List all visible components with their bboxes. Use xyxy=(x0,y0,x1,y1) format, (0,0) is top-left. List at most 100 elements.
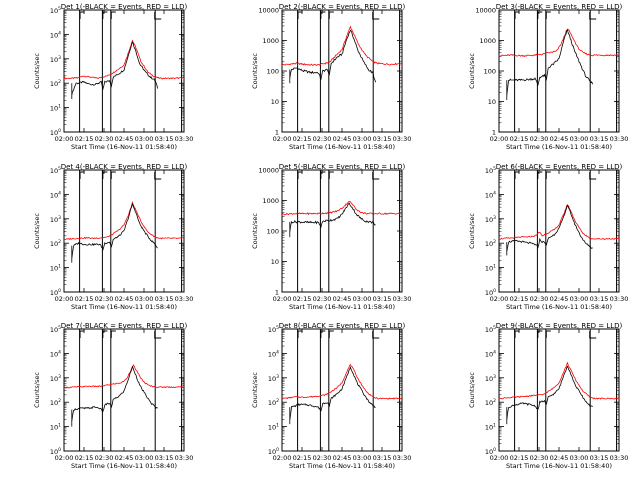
x-tick-label: 03:30 xyxy=(393,295,412,303)
y-tick-label: 103 xyxy=(485,215,496,224)
y-tick-label: 101 xyxy=(50,104,61,113)
y-tick-label: 103 xyxy=(485,374,496,383)
x-axis-label: Start Time (16-Nov-11 01:58:40) xyxy=(506,303,612,311)
time-flag-marker xyxy=(154,12,162,20)
series-lld-red xyxy=(63,39,185,80)
x-tick-label: 03:00 xyxy=(135,295,154,303)
y-axis-label: Counts/sec xyxy=(33,53,41,89)
x-tick-label: 02:00 xyxy=(273,135,292,143)
series-lld-red xyxy=(498,361,620,400)
x-tick-label: 02:30 xyxy=(530,135,549,143)
x-tick-label: 03:30 xyxy=(175,135,194,143)
y-tick-label: 10000 xyxy=(475,7,496,15)
x-axis-label: Start Time (16-Nov-11 01:58:40) xyxy=(71,462,177,470)
y-tick-label: 10 xyxy=(488,98,496,106)
plot-frame xyxy=(281,9,403,133)
y-tick-label: 104 xyxy=(485,349,496,358)
panel-det-1: Det 1(-BLACK = Events, RED = LLD)02:00 02… xyxy=(33,3,193,151)
time-flag-marker xyxy=(545,11,551,19)
x-tick-label: 02:45 xyxy=(333,454,352,462)
x-tick-label: 02:00 xyxy=(490,295,509,303)
time-flag-marker xyxy=(110,330,116,338)
x-tick-label: 02:00 xyxy=(273,454,292,462)
x-tick-label: 03:15 xyxy=(373,454,392,462)
y-tick-label: 102 xyxy=(485,398,496,407)
y-tick-label: 105 xyxy=(268,325,279,334)
x-axis-label: Start Time (16-Nov-11 01:58:40) xyxy=(506,462,612,470)
time-flag-marker xyxy=(537,330,543,338)
y-tick-label: 1000 xyxy=(479,37,496,45)
x-tick-label: 02:15 xyxy=(75,135,94,143)
time-flag-marker xyxy=(372,12,380,20)
x-tick-label: 02:15 xyxy=(510,135,529,143)
time-flag-marker xyxy=(328,171,334,179)
time-flag-marker xyxy=(514,330,520,338)
x-tick-label: 03:00 xyxy=(135,454,154,462)
panel-det-9: Det 9(-BLACK = Events, RED = LLD)02:00 02… xyxy=(468,322,628,470)
x-tick-label: 02:15 xyxy=(293,135,312,143)
y-tick-label: 105 xyxy=(50,166,61,175)
panel-title: Det 7(-BLACK = Events, RED = LLD) xyxy=(61,322,188,330)
time-flag-marker xyxy=(320,171,326,179)
time-flag-marker xyxy=(297,171,303,179)
y-tick-label: 105 xyxy=(50,325,61,334)
x-tick-label: 02:15 xyxy=(293,454,312,462)
y-tick-label: 101 xyxy=(50,264,61,273)
plot-frame xyxy=(281,328,403,452)
time-flag-marker xyxy=(79,330,85,338)
y-tick-label: 102 xyxy=(485,239,496,248)
y-tick-label: 103 xyxy=(50,215,61,224)
x-tick-label: 03:30 xyxy=(175,454,194,462)
y-tick-label: 103 xyxy=(50,55,61,64)
panel-det-6: Det 6(-BLACK = Events, RED = LLD) 02:00 02… xyxy=(468,163,628,311)
x-axis-label: Start Time (16-Nov-11 01:58:40) xyxy=(71,143,177,151)
time-flag-marker xyxy=(328,11,334,19)
x-axis-label: Start Time (16-Nov-11 01:58:40) xyxy=(506,143,612,151)
x-tick-label: 03:30 xyxy=(393,135,412,143)
x-tick-label: 02:45 xyxy=(333,295,352,303)
x-tick-label: 02:15 xyxy=(510,295,529,303)
y-tick-label: 10000 xyxy=(258,167,279,175)
plot-frame xyxy=(498,328,620,452)
y-tick-label: 10000 xyxy=(258,7,279,15)
panel-title: Det 4(-BLACK = Events, RED = LLD) xyxy=(61,163,188,171)
x-tick-label: 03:15 xyxy=(590,135,609,143)
y-tick-label: 105 xyxy=(50,6,61,15)
y-tick-label: 102 xyxy=(50,239,61,248)
panel-title: Det 6(-BLACK = Events, RED = LLD) xyxy=(496,163,623,171)
y-tick-label: 10 xyxy=(271,258,279,266)
x-tick-label: 03:15 xyxy=(373,135,392,143)
x-tick-label: 02:00 xyxy=(273,295,292,303)
x-tick-label: 03:15 xyxy=(590,295,609,303)
x-tick-label: 02:30 xyxy=(313,454,332,462)
x-tick-label: 03:15 xyxy=(155,295,174,303)
x-tick-label: 02:15 xyxy=(293,295,312,303)
x-tick-label: 02:30 xyxy=(95,454,114,462)
x-axis-label: Start Time (16-Nov-11 01:58:40) xyxy=(289,303,395,311)
x-tick-label: 02:45 xyxy=(115,295,134,303)
x-tick-label: 02:00 xyxy=(55,135,74,143)
x-tick-label: 02:30 xyxy=(313,135,332,143)
y-tick-label: 100 xyxy=(267,68,279,76)
x-tick-label: 02:45 xyxy=(115,135,134,143)
time-flag-marker xyxy=(110,171,116,179)
y-tick-label: 102 xyxy=(268,398,279,407)
x-tick-label: 02:45 xyxy=(333,135,352,143)
x-tick-label: 03:30 xyxy=(610,135,629,143)
y-tick-label: 105 xyxy=(485,166,496,175)
series-events-black xyxy=(506,205,593,252)
panel-title: Det 2(-BLACK = Events, RED = LLD) xyxy=(279,3,406,11)
y-axis-label: Counts/sec xyxy=(251,213,259,249)
y-tick-label: 104 xyxy=(485,190,496,199)
y-tick-label: 104 xyxy=(50,30,61,39)
y-tick-label: 101 xyxy=(50,423,61,432)
panel-title: Det 9(-BLACK = Events, RED = LLD) xyxy=(496,322,623,330)
x-tick-label: 03:00 xyxy=(570,295,589,303)
y-tick-label: 100 xyxy=(268,447,279,456)
time-flag-marker xyxy=(589,12,597,20)
x-tick-label: 03:15 xyxy=(373,295,392,303)
panel-det-7: Det 7(-BLACK = Events, RED = LLD)02:00 02… xyxy=(33,322,193,470)
y-tick-label: 1000 xyxy=(262,197,279,205)
time-flag-marker xyxy=(79,171,85,179)
series-lld-red xyxy=(281,363,403,400)
